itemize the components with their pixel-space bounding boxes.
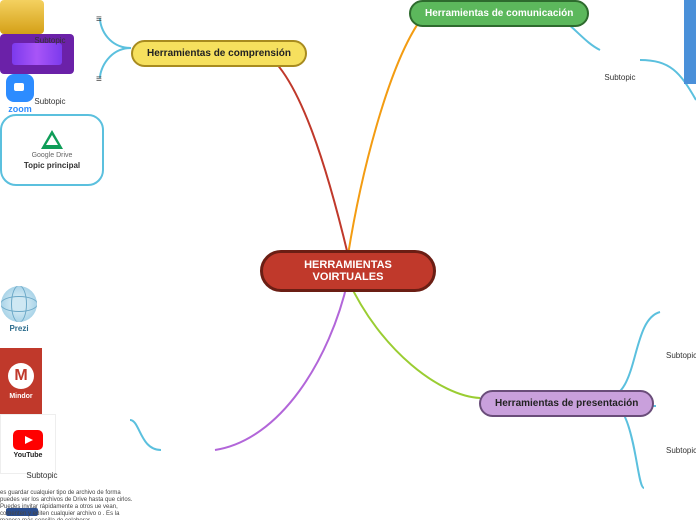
- prezi-brand: Prezi: [9, 324, 28, 333]
- central-topic[interactable]: HERRAMIENTAS VOIRTUALES: [260, 250, 436, 292]
- drive-topic[interactable]: Google Drive Topic principal: [0, 114, 104, 186]
- menu-icon[interactable]: ≡: [96, 74, 102, 85]
- branch-comprension[interactable]: Herramientas de comprensión: [131, 40, 307, 67]
- partial-node-right: [684, 0, 696, 84]
- menu-icon[interactable]: ≡: [96, 14, 102, 25]
- drive-icon: [41, 130, 63, 150]
- zoom-icon[interactable]: zoom: [0, 74, 40, 114]
- drive-topic-label: Topic principal: [24, 161, 80, 170]
- prezi-label: Subtopic: [666, 351, 696, 360]
- video-label: Subtopic: [0, 471, 84, 480]
- mindomo-brand: Mindor: [9, 393, 32, 400]
- youtube-brand: YouTube: [14, 452, 43, 459]
- drive-description: es guardar cualquier tipo de archivo de …: [0, 490, 140, 520]
- winzip-icon[interactable]: [0, 0, 44, 34]
- youtube-icon[interactable]: YouTube: [0, 414, 56, 474]
- drive-brand: Google Drive: [32, 152, 73, 159]
- branch-presentacion[interactable]: Herramientas de presentación: [479, 390, 654, 417]
- mindomo-icon[interactable]: M Mindor: [0, 348, 42, 414]
- zoom-label: Subtopic: [600, 73, 640, 82]
- branch-comunicacion[interactable]: Herramientas de comunicación: [409, 0, 589, 27]
- mindomo-label: Subtopic: [666, 446, 696, 455]
- prezi-icon[interactable]: Prezi: [0, 286, 38, 348]
- winzip-label: Subtopic: [28, 36, 72, 45]
